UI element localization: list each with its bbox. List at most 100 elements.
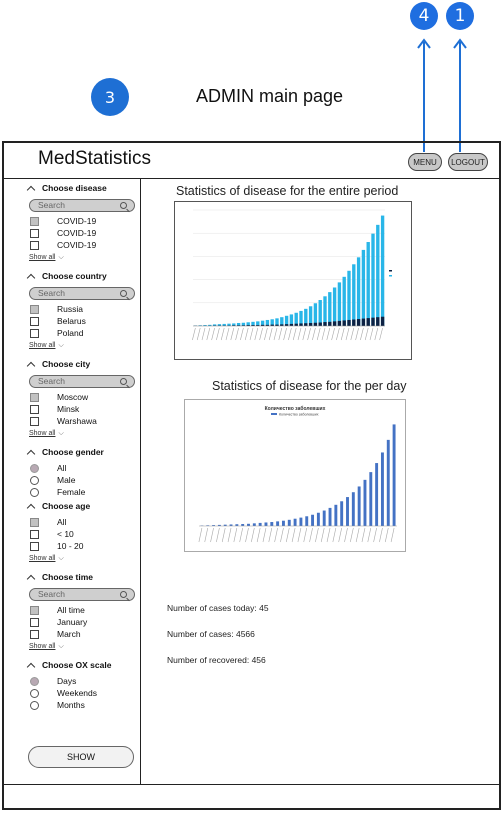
city-option[interactable]: Moscow xyxy=(30,392,140,403)
ox-scale-option[interactable]: Weekends xyxy=(30,688,140,699)
annotation-badge-3: 3 xyxy=(91,78,129,116)
country-option[interactable]: Belarus xyxy=(30,316,140,327)
bar xyxy=(352,319,356,326)
gender-option[interactable]: All xyxy=(30,463,140,474)
checkbox[interactable] xyxy=(30,317,39,326)
x-tick-mark xyxy=(379,327,383,341)
x-tick-mark xyxy=(227,527,232,543)
radio-button[interactable] xyxy=(30,488,39,497)
gender-option[interactable]: Male xyxy=(30,475,140,486)
radio-button[interactable] xyxy=(30,689,39,698)
radio-button[interactable] xyxy=(30,464,39,473)
age-option[interactable]: All xyxy=(30,517,140,528)
bar xyxy=(260,324,265,326)
x-tick-mark xyxy=(326,327,331,341)
x-tick-mark xyxy=(332,527,337,543)
filter-country-header[interactable]: Choose country xyxy=(26,271,107,282)
bar xyxy=(332,287,337,326)
radio-button[interactable] xyxy=(30,476,39,485)
checkbox[interactable] xyxy=(30,618,39,627)
city-option[interactable]: Warshawa xyxy=(30,416,140,427)
app-logo[interactable]: MedStatistics xyxy=(38,148,151,169)
checkbox[interactable] xyxy=(30,329,39,338)
gender-option[interactable]: Female xyxy=(30,487,140,498)
filter-gender-header[interactable]: Choose gender xyxy=(26,447,104,458)
country-show-all-link[interactable]: Show all ⌵ xyxy=(29,342,64,350)
age-option[interactable]: 10 - 20 xyxy=(30,541,140,552)
radio-button[interactable] xyxy=(30,677,39,686)
radio-button[interactable] xyxy=(30,701,39,710)
x-tick-mark xyxy=(361,527,366,543)
bar xyxy=(265,319,270,326)
time-search-input[interactable]: Search xyxy=(29,588,135,601)
menu-button[interactable]: MENU xyxy=(408,153,442,171)
x-tick-mark xyxy=(331,327,335,341)
bar xyxy=(206,525,210,526)
bar xyxy=(361,249,366,326)
x-tick-mark xyxy=(221,527,226,543)
checkbox[interactable] xyxy=(30,530,39,539)
checkbox[interactable] xyxy=(30,229,39,238)
filter-time-header[interactable]: Choose time xyxy=(26,572,93,583)
checkbox[interactable] xyxy=(30,417,39,426)
checkbox[interactable] xyxy=(30,542,39,551)
city-option[interactable]: Minsk xyxy=(30,404,140,415)
country-option[interactable]: Poland xyxy=(30,328,140,339)
chevron-down-icon: ⌵ xyxy=(58,555,64,562)
ox-scale-option[interactable]: Days xyxy=(30,676,140,687)
time-show-all-link[interactable]: Show all ⌵ xyxy=(29,643,64,651)
time-option[interactable]: January xyxy=(30,617,140,628)
filter-age-header[interactable]: Choose age xyxy=(26,501,90,512)
option-label: All xyxy=(57,517,67,527)
bar xyxy=(232,323,236,326)
bar xyxy=(366,242,370,326)
filter-disease-header[interactable]: Choose disease xyxy=(26,183,107,194)
disease-option[interactable]: COVID-19 xyxy=(30,228,140,239)
disease-option[interactable]: COVID-19 xyxy=(30,240,140,251)
option-label: Warshawa xyxy=(57,416,97,426)
disease-option[interactable]: COVID-19 xyxy=(30,216,140,227)
x-tick-mark xyxy=(321,327,326,341)
age-show-all-link[interactable]: Show all ⌵ xyxy=(29,555,64,563)
bar xyxy=(217,324,222,326)
checkbox[interactable] xyxy=(30,518,39,527)
bar xyxy=(340,501,344,526)
checkbox[interactable] xyxy=(30,393,39,402)
annotation-badge-4: 4 xyxy=(410,2,438,30)
checkbox[interactable] xyxy=(30,630,39,639)
disease-show-all-link[interactable]: Show all ⌵ xyxy=(29,254,64,262)
disease-search-input[interactable]: Search xyxy=(29,199,135,212)
time-option[interactable]: All time xyxy=(30,605,140,616)
filter-ox-scale-header[interactable]: Choose OX scale xyxy=(26,660,111,671)
arrow-head-menu xyxy=(417,38,431,49)
bar xyxy=(252,523,256,526)
time-option[interactable]: March xyxy=(30,629,140,640)
bar xyxy=(289,323,294,326)
city-search-input[interactable]: Search xyxy=(29,375,135,388)
bar xyxy=(212,525,216,526)
city-show-all-link[interactable]: Show all ⌵ xyxy=(29,430,64,438)
option-label: All time xyxy=(57,605,85,615)
bar xyxy=(337,282,342,326)
x-tick-mark xyxy=(198,527,203,543)
country-option[interactable]: Russia xyxy=(30,304,140,315)
x-tick-mark xyxy=(244,327,249,341)
x-tick-mark xyxy=(338,527,342,543)
footer-divider xyxy=(4,784,499,785)
checkbox[interactable] xyxy=(30,606,39,615)
age-option[interactable]: < 10 xyxy=(30,529,140,540)
checkbox[interactable] xyxy=(30,241,39,250)
x-tick-mark xyxy=(216,527,220,543)
checkbox[interactable] xyxy=(30,217,39,226)
total-cases-stat: Number of cases: 4566 xyxy=(167,629,255,639)
checkbox[interactable] xyxy=(30,405,39,414)
x-tick-mark xyxy=(251,527,255,543)
show-button[interactable]: SHOW xyxy=(28,746,134,768)
filter-city-header[interactable]: Choose city xyxy=(26,359,90,370)
checkbox[interactable] xyxy=(30,305,39,314)
country-search-input[interactable]: Search xyxy=(29,287,135,300)
logout-button[interactable]: LOGOUT xyxy=(448,153,488,171)
ox-scale-option[interactable]: Months xyxy=(30,700,140,711)
per-day-inner-title: Количество заболевших xyxy=(265,405,326,412)
